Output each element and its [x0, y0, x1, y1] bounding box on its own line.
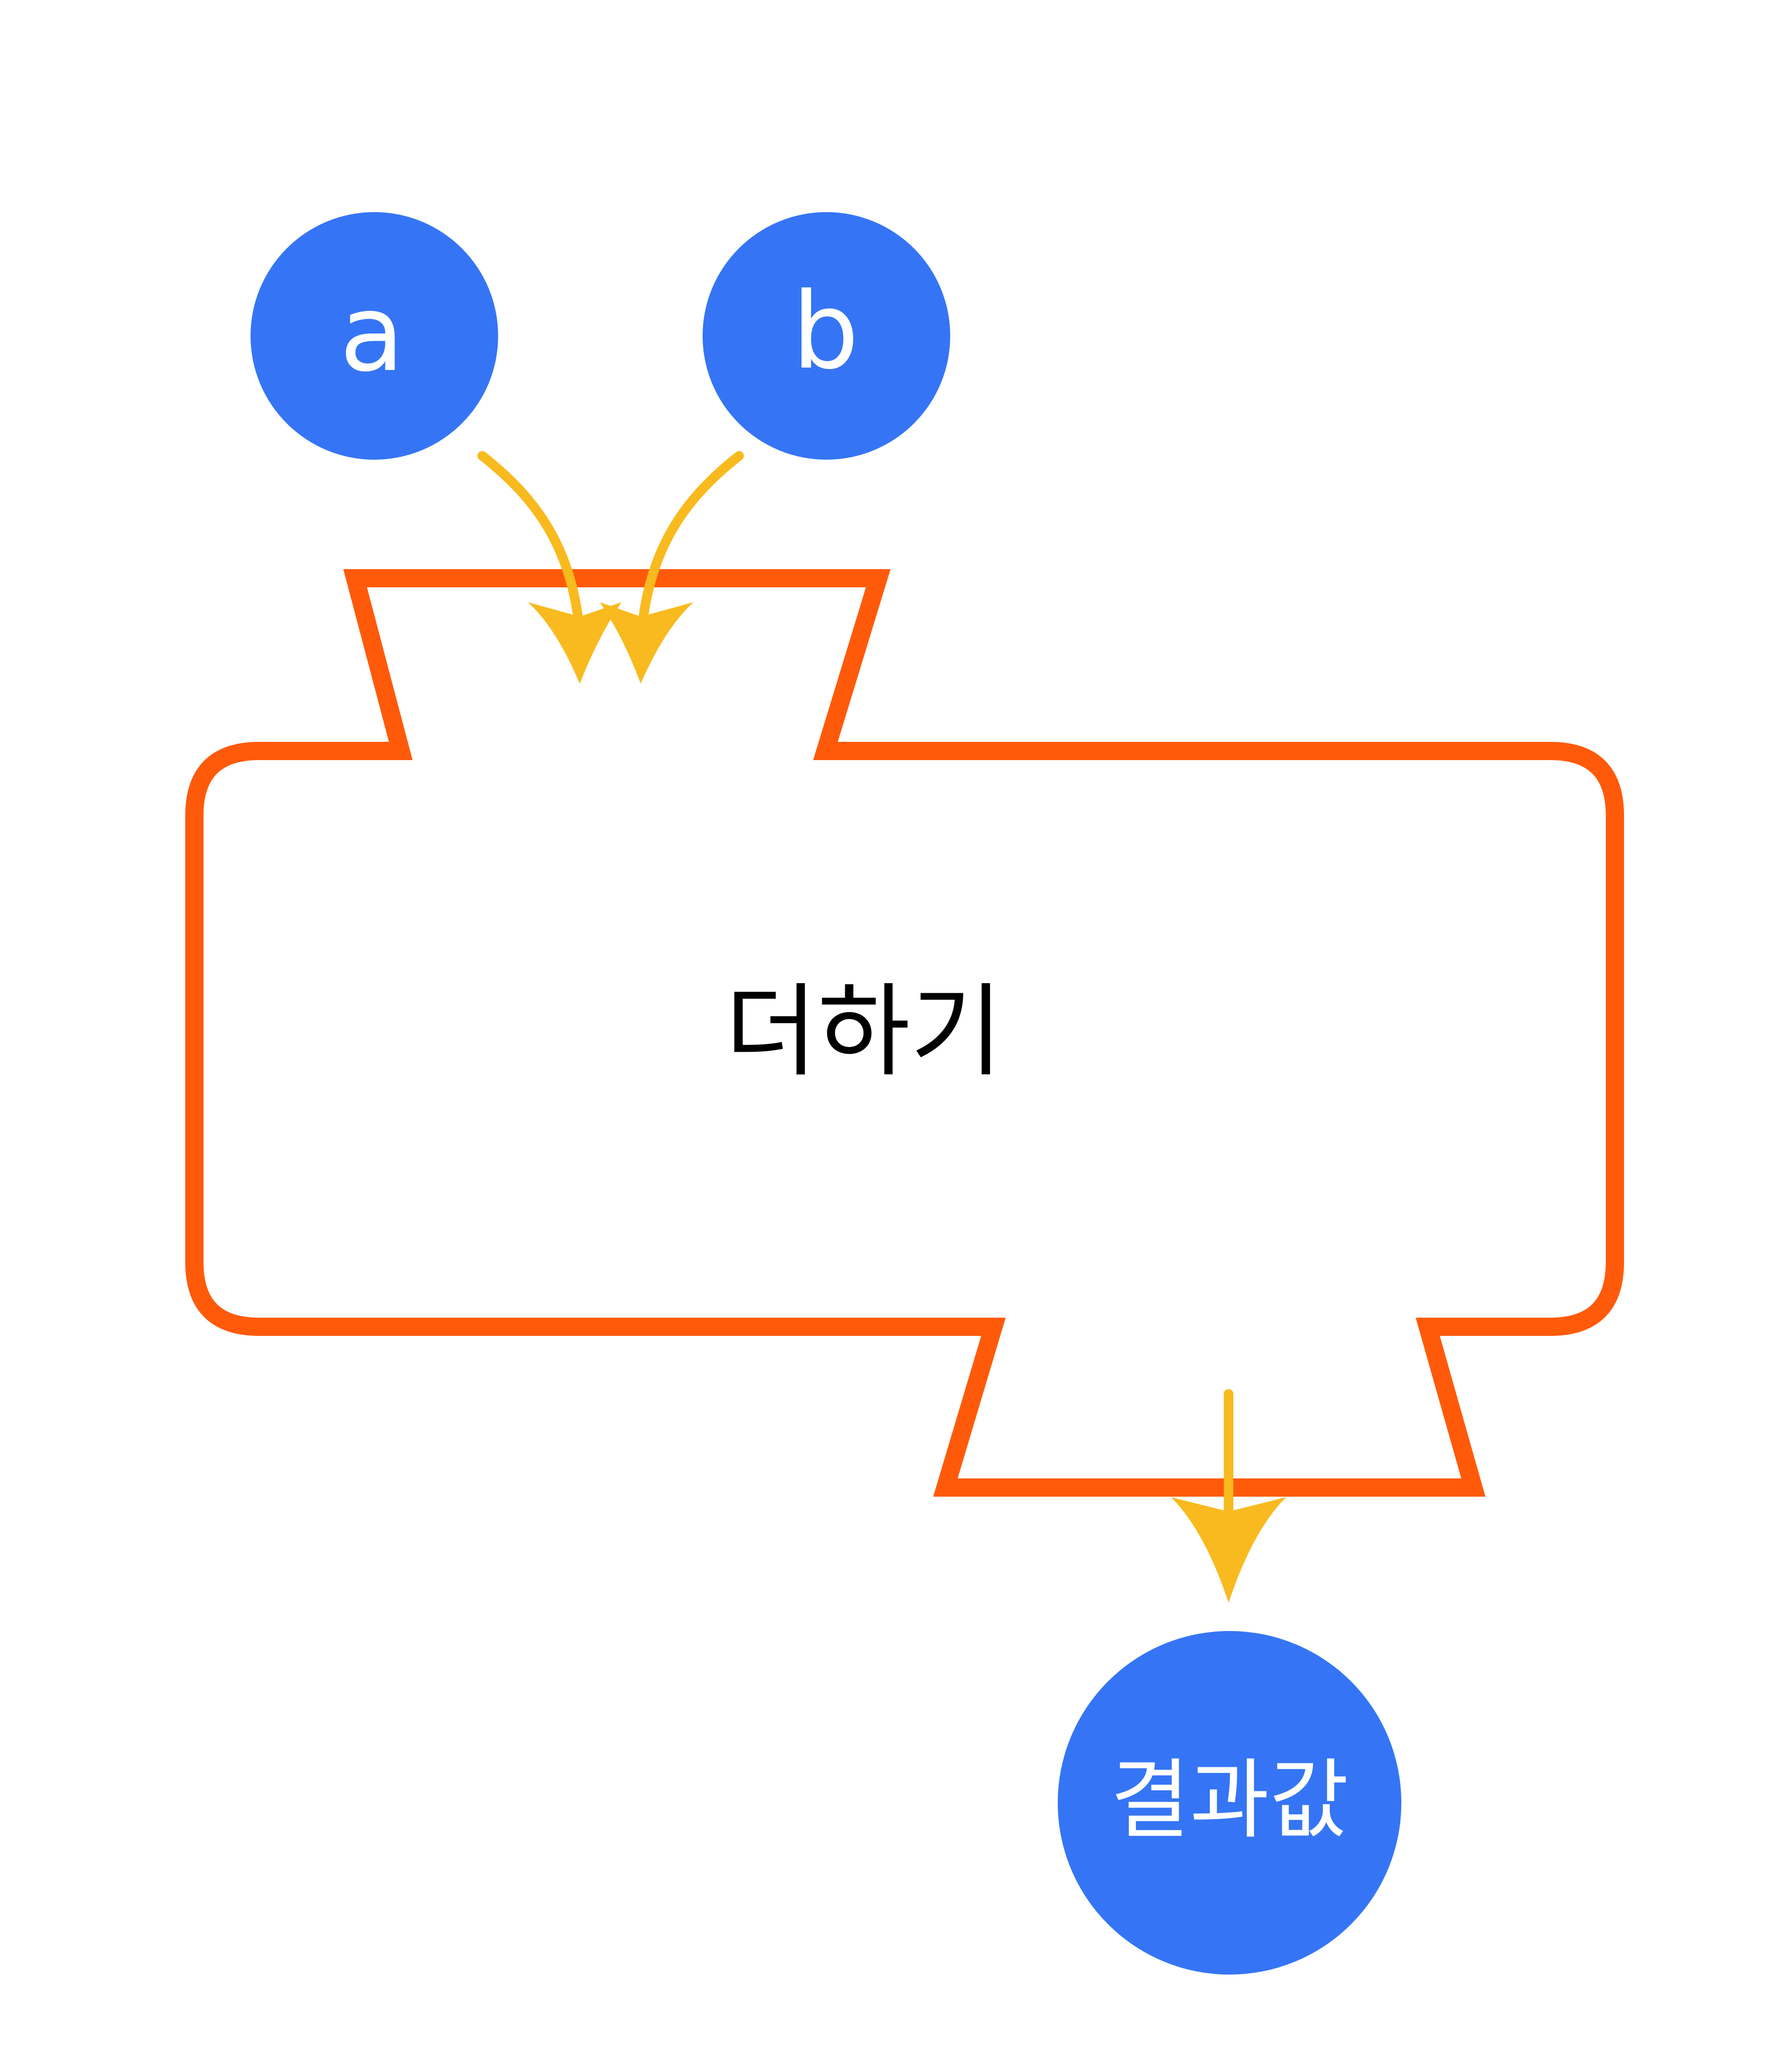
function-label: 더하기 — [725, 973, 1003, 1091]
output-node: 결과값 — [1058, 1631, 1401, 1975]
input-node-a: a — [251, 212, 498, 460]
output-node-label: 결과값 — [1111, 1750, 1349, 1851]
output-node-circle — [1058, 1631, 1401, 1975]
arrow-a-head — [528, 602, 621, 684]
arrow-a-shaft — [478, 451, 583, 624]
arrow-b-to-function — [600, 451, 744, 684]
arrow-function-to-output — [1171, 1389, 1286, 1603]
input-node-b: b — [703, 212, 950, 460]
arrow-b-head — [600, 602, 693, 684]
input-node-a-circle — [251, 212, 498, 460]
arrow-b-shaft — [638, 451, 744, 624]
input-node-a-label: a — [340, 272, 405, 395]
arrow-a-to-function — [478, 451, 621, 684]
input-node-b-circle — [703, 212, 950, 460]
function-box-outline — [185, 569, 1624, 1497]
input-node-b-label: b — [792, 270, 859, 393]
arrow-output-head — [1171, 1497, 1286, 1603]
